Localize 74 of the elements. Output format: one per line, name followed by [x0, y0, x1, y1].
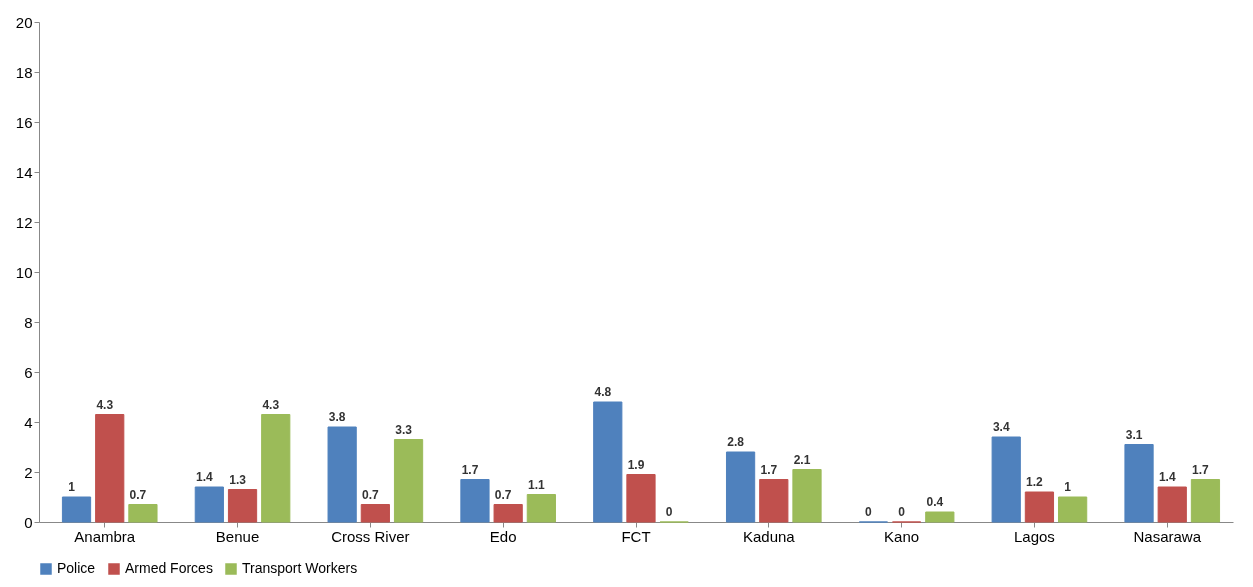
data-label: 1.7	[760, 462, 778, 477]
data-label: 0.4	[926, 495, 944, 509]
data-label: 0	[898, 505, 906, 519]
bar	[194, 486, 224, 523]
y-tick-label: 2	[24, 463, 33, 481]
bar	[327, 426, 357, 523]
x-tick-label: Benue	[215, 527, 260, 545]
data-label: 0.7	[494, 487, 512, 502]
data-label: 1.4	[1158, 470, 1176, 484]
data-label: 1.4	[196, 470, 214, 484]
bar	[792, 469, 822, 523]
y-tick-label: 8	[24, 313, 33, 331]
bar	[460, 479, 490, 523]
data-label: 4.8	[594, 385, 612, 399]
data-label: 1.1	[528, 477, 546, 492]
data-label: 1	[1064, 480, 1072, 494]
x-tick-label: Lagos	[1014, 527, 1055, 545]
bar	[493, 504, 523, 523]
data-label: 4.3	[96, 397, 114, 412]
data-label: 0.7	[129, 487, 147, 502]
y-tick-label: 12	[15, 213, 33, 231]
x-tick-label: Edo	[489, 527, 517, 545]
data-label: 1.9	[627, 457, 645, 472]
data-label: 0	[865, 505, 873, 519]
x-tick-label: Nasarawa	[1133, 527, 1202, 545]
bar	[526, 494, 556, 523]
y-tick-label: 10	[15, 263, 33, 281]
x-tick-label: Kaduna	[742, 527, 796, 545]
x-tick-label: Cross River	[331, 527, 410, 545]
data-label: 4.3	[262, 397, 280, 412]
bar	[1157, 486, 1187, 523]
bar	[227, 489, 258, 523]
bar	[261, 414, 291, 523]
bar	[725, 451, 756, 523]
x-tick-label: FCT	[621, 527, 651, 545]
data-label: 1.2	[1026, 475, 1044, 489]
y-tick-label: 14	[15, 163, 33, 181]
data-label: 2.8	[727, 435, 745, 449]
legend-label: Transport Workers	[242, 560, 358, 576]
bar	[128, 504, 158, 523]
bar	[991, 436, 1021, 523]
data-label: 1.3	[229, 472, 247, 487]
y-tick-label: 20	[15, 13, 33, 31]
bar	[393, 439, 424, 523]
y-tick-label: 16	[15, 113, 33, 131]
bar	[95, 414, 125, 523]
data-label: 1.7	[461, 462, 479, 477]
data-label: 3.1	[1125, 427, 1143, 442]
data-label: 3.8	[328, 410, 346, 424]
data-label: 3.4	[992, 420, 1010, 434]
data-label: 1.7	[1192, 462, 1210, 477]
x-tick-label: Anambra	[74, 527, 136, 545]
bar	[925, 511, 955, 523]
bar	[1024, 491, 1055, 523]
bar	[1058, 496, 1088, 523]
y-tick-label: 6	[24, 363, 33, 381]
data-label: 0	[665, 505, 673, 519]
legend-label: Armed Forces	[125, 560, 213, 576]
bar	[759, 479, 789, 523]
bar	[1124, 444, 1154, 523]
data-label: 3.3	[395, 422, 413, 437]
data-label: 1	[68, 480, 76, 494]
legend-label: Police	[57, 560, 96, 576]
data-label: 0.7	[362, 487, 380, 502]
y-tick-label: 18	[15, 63, 33, 81]
bar	[61, 496, 92, 523]
bar	[626, 474, 656, 523]
x-tick-label: Kano	[884, 527, 920, 545]
data-label: 2.1	[793, 452, 811, 467]
bar	[1190, 479, 1221, 523]
y-tick-label: 0	[24, 513, 33, 531]
bar	[360, 504, 390, 523]
bar	[593, 401, 623, 523]
y-tick-label: 4	[24, 413, 33, 431]
